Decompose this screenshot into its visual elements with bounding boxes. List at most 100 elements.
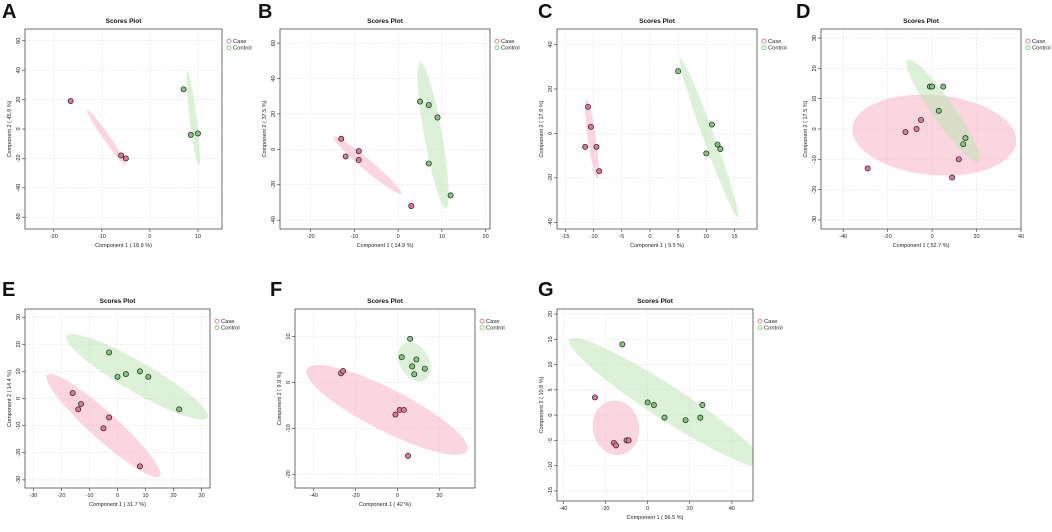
y-tick-label: 0 — [286, 381, 292, 384]
legend-marker-case — [479, 318, 485, 324]
legend-marker-case — [226, 38, 232, 44]
point-control — [434, 114, 441, 121]
point-control — [935, 107, 942, 114]
legend-label-case: Case — [768, 39, 782, 45]
point-case — [625, 437, 632, 444]
x-tick-label: 20 — [436, 493, 442, 499]
y-tick-label: 20 — [548, 311, 554, 317]
legend-marker-control — [226, 45, 232, 51]
point-case — [400, 407, 407, 413]
x-tick-label: -5 — [619, 234, 624, 240]
point-case — [864, 165, 871, 172]
chart-title: Scores Plot — [637, 298, 674, 305]
legend-marker-case — [214, 318, 220, 324]
point-case — [613, 442, 619, 449]
x-tick-label: 10 — [703, 234, 709, 240]
y-tick-label: -20 — [271, 181, 277, 189]
panel-label: G — [538, 279, 554, 301]
ellipse-control — [906, 59, 981, 163]
x-tick-label: -20 — [307, 234, 315, 240]
y-tick-label: -40 — [16, 184, 22, 192]
chart-title: Scores Plot — [106, 18, 143, 25]
y-tick-label: 10 — [548, 362, 554, 368]
y-tick-label: 20 — [812, 65, 818, 71]
y-tick-label: 20 — [16, 341, 22, 347]
x-tick-label: -20 — [601, 506, 609, 512]
point-control — [929, 83, 936, 90]
x-axis-label: Component 1 ( 42 %) — [359, 502, 411, 508]
x-tick-label: 20 — [170, 493, 176, 499]
point-case — [949, 174, 956, 181]
point-control — [417, 98, 423, 105]
x-tick-label: -20 — [884, 234, 892, 240]
plot-frame — [294, 308, 476, 489]
ellipse-case — [306, 365, 468, 455]
plot-area — [67, 72, 201, 166]
x-tick-label: -10 — [85, 493, 93, 499]
point-control — [195, 130, 201, 137]
y-tick-label: -10 — [548, 462, 554, 470]
point-case — [408, 203, 415, 209]
point-control — [644, 399, 651, 406]
y-axis-label: Component 2 ( 17.9 %) — [539, 100, 545, 157]
y-tick-label: -10 — [812, 155, 818, 163]
x-axis-label: Component 1 ( 9.5 %) — [630, 243, 684, 249]
point-case — [118, 152, 125, 159]
x-axis-label: Component 1 ( 31.7 %) — [89, 502, 146, 508]
y-tick-label: 20 — [548, 86, 554, 92]
point-case — [582, 143, 589, 150]
point-control — [114, 373, 121, 380]
y-tick-label: 40 — [271, 75, 277, 81]
y-tick-label: 30 — [16, 314, 22, 320]
plot-area — [333, 61, 454, 209]
legend-marker-case — [1025, 38, 1031, 44]
legend-label-control: Control — [501, 46, 520, 52]
legend-label-case: Case — [1032, 39, 1046, 45]
panel-c: C Scores Plot -15 -10 -5 0 5 10 15 -40 -20 0 20 40 Com… — [538, 1, 787, 249]
x-tick-label: 0 — [396, 493, 399, 499]
y-tick-label: 10 — [16, 368, 22, 374]
y-tick-label: -20 — [812, 186, 818, 194]
y-tick-label: 40 — [16, 67, 22, 73]
point-control — [407, 335, 414, 342]
point-case — [405, 452, 411, 459]
panel-f: F Scores Plot -40 -20 0 20 -20 -10 0 10 Component … — [270, 279, 505, 508]
panel-e: E Scores Plot -30 -20 -10 0 10 20 30 -30 -20 -10 0 10… — [2, 279, 240, 508]
panel-b: B Scores Plot -20 -10 0 10 20 -40 -20 0 20 40 60 Comp… — [258, 1, 520, 249]
x-tick-label: 0 — [646, 506, 649, 512]
x-tick-label: 20 — [973, 234, 979, 240]
y-tick-label: 5 — [548, 388, 554, 391]
y-tick-label: 0 — [812, 127, 818, 130]
y-tick-label: -20 — [16, 449, 22, 457]
chart-title: Scores Plot — [367, 18, 404, 25]
y-axis-label: Component 2 ( 37.5 %) — [262, 100, 268, 157]
point-control — [411, 371, 418, 378]
x-tick-label: 0 — [648, 234, 651, 240]
point-control — [421, 365, 428, 372]
point-control — [425, 160, 432, 167]
y-tick-label: 0 — [271, 148, 277, 151]
panel-label: D — [796, 1, 810, 23]
point-control — [180, 86, 187, 93]
x-tick-label: -15 — [561, 234, 569, 240]
point-control — [675, 68, 682, 75]
y-tick-label: -10 — [286, 424, 292, 432]
y-axis-label: Component 2 ( 14.4 %) — [7, 370, 13, 427]
x-tick-label: 40 — [1018, 234, 1024, 240]
point-case — [122, 155, 129, 162]
x-tick-label: -40 — [559, 506, 567, 512]
plot-area — [852, 59, 1017, 181]
point-case — [918, 116, 924, 123]
y-tick-label: 20 — [271, 111, 277, 117]
point-control — [940, 83, 947, 90]
point-control — [409, 363, 416, 370]
plot-area — [46, 334, 208, 478]
point-case — [340, 368, 347, 374]
ellipse-case — [585, 99, 599, 179]
point-control — [136, 368, 143, 375]
ellipse-control — [679, 58, 739, 218]
chart-title: Scores Plot — [100, 298, 137, 305]
x-axis-label: Component 1 ( 18.9 %) — [95, 243, 152, 249]
x-tick-label: -20 — [50, 234, 58, 240]
